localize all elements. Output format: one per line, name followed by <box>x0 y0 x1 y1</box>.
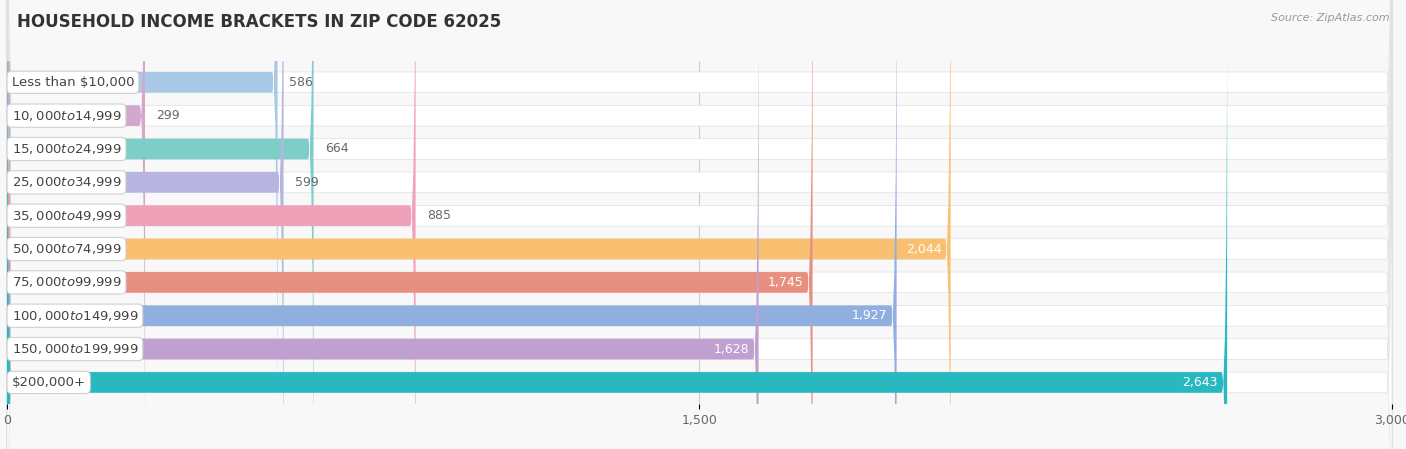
Text: 299: 299 <box>156 109 180 122</box>
Text: 1,628: 1,628 <box>714 343 749 356</box>
FancyBboxPatch shape <box>7 0 284 449</box>
FancyBboxPatch shape <box>7 0 1392 449</box>
Text: 885: 885 <box>427 209 451 222</box>
FancyBboxPatch shape <box>7 0 1392 449</box>
Text: 1,927: 1,927 <box>852 309 887 322</box>
FancyBboxPatch shape <box>7 0 145 449</box>
FancyBboxPatch shape <box>7 0 1392 449</box>
FancyBboxPatch shape <box>7 0 897 449</box>
Text: $35,000 to $49,999: $35,000 to $49,999 <box>11 209 121 223</box>
Text: $15,000 to $24,999: $15,000 to $24,999 <box>11 142 121 156</box>
Text: 586: 586 <box>290 76 314 89</box>
FancyBboxPatch shape <box>7 0 1227 449</box>
FancyBboxPatch shape <box>7 0 1392 449</box>
FancyBboxPatch shape <box>7 0 1392 449</box>
FancyBboxPatch shape <box>7 0 277 449</box>
Text: 664: 664 <box>325 142 349 155</box>
Text: 599: 599 <box>295 176 319 189</box>
FancyBboxPatch shape <box>7 0 1392 449</box>
Text: $100,000 to $149,999: $100,000 to $149,999 <box>11 309 138 323</box>
FancyBboxPatch shape <box>7 0 759 449</box>
FancyBboxPatch shape <box>7 0 1392 449</box>
Text: Source: ZipAtlas.com: Source: ZipAtlas.com <box>1271 13 1389 23</box>
Text: $75,000 to $99,999: $75,000 to $99,999 <box>11 275 121 289</box>
FancyBboxPatch shape <box>7 0 950 449</box>
FancyBboxPatch shape <box>7 0 1392 449</box>
FancyBboxPatch shape <box>7 0 314 449</box>
FancyBboxPatch shape <box>7 0 416 449</box>
Text: HOUSEHOLD INCOME BRACKETS IN ZIP CODE 62025: HOUSEHOLD INCOME BRACKETS IN ZIP CODE 62… <box>17 13 501 31</box>
FancyBboxPatch shape <box>7 0 1392 449</box>
Text: $10,000 to $14,999: $10,000 to $14,999 <box>11 109 121 123</box>
FancyBboxPatch shape <box>7 0 813 449</box>
Text: 1,745: 1,745 <box>768 276 803 289</box>
Text: $25,000 to $34,999: $25,000 to $34,999 <box>11 176 121 189</box>
Text: $50,000 to $74,999: $50,000 to $74,999 <box>11 242 121 256</box>
Text: 2,643: 2,643 <box>1182 376 1218 389</box>
Text: $150,000 to $199,999: $150,000 to $199,999 <box>11 342 138 356</box>
Text: $200,000+: $200,000+ <box>11 376 86 389</box>
Text: 2,044: 2,044 <box>905 242 942 255</box>
Text: Less than $10,000: Less than $10,000 <box>11 76 134 89</box>
FancyBboxPatch shape <box>7 0 1392 449</box>
